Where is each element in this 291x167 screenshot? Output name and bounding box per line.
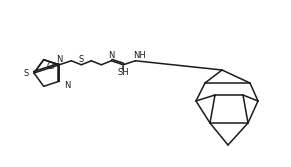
Text: Cl: Cl: [47, 62, 55, 71]
Text: N: N: [56, 55, 63, 64]
Text: S: S: [79, 55, 84, 64]
Text: NH: NH: [133, 51, 146, 60]
Text: N: N: [64, 81, 71, 90]
Text: N: N: [108, 51, 115, 60]
Text: S: S: [24, 68, 29, 77]
Text: SH: SH: [118, 68, 129, 77]
